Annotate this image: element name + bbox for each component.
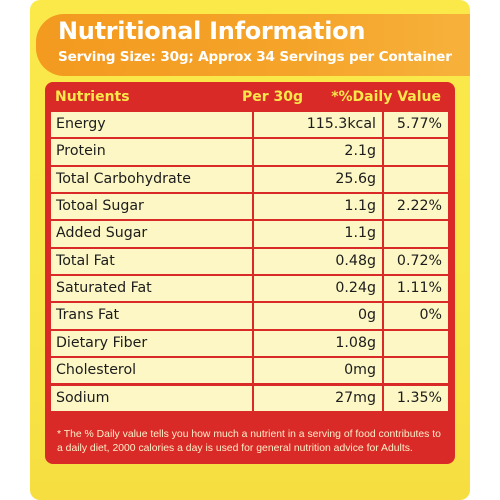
daily-value-percent xyxy=(384,358,448,384)
per-serving-value: 0.48g xyxy=(254,248,382,275)
daily-value-percent xyxy=(384,330,448,357)
per-serving-value: 115.3kcal xyxy=(254,112,382,138)
nutrient-name: Totoal Sugar xyxy=(51,194,252,220)
footnote: * The % Daily value tells you how much a… xyxy=(57,429,441,454)
serving-size-text: Serving Size: 30g; Approx 34 Servings pe… xyxy=(58,49,452,65)
header-nutrients: Nutrients xyxy=(55,89,130,105)
table-row: Totoal Sugar 1.1g 2.22% xyxy=(51,194,448,220)
header-per-serving: Per 30g xyxy=(241,89,303,105)
nutrient-name: Energy xyxy=(51,112,252,138)
per-serving-value: 1.08g xyxy=(254,330,382,357)
per-serving-value: 0mg xyxy=(254,358,382,384)
nutrient-name: Total Carbohydrate xyxy=(51,166,252,192)
table-row: Dietary Fiber 1.08g xyxy=(51,330,448,357)
nutrient-name: Cholesterol xyxy=(51,358,252,384)
table-row: Protein 2.1g xyxy=(51,139,448,165)
per-serving-value: 1.1g xyxy=(254,221,382,247)
daily-value-percent xyxy=(384,221,448,247)
daily-value-percent xyxy=(384,166,448,192)
title-banner: Nutritional Information Serving Size: 30… xyxy=(36,14,470,76)
per-serving-value: 0g xyxy=(254,303,382,329)
daily-value-percent: 1.35% xyxy=(384,385,448,411)
table-row: Total Carbohydrate 25.6g xyxy=(51,166,448,192)
per-serving-value: 25.6g xyxy=(254,166,382,192)
daily-value-percent: 1.11% xyxy=(384,276,448,302)
nutrient-name: Dietary Fiber xyxy=(51,330,252,357)
nutrient-name: Sodium xyxy=(51,385,252,411)
per-serving-value: 0.24g xyxy=(254,276,382,302)
daily-value-percent xyxy=(384,139,448,165)
table-row: Added Sugar 1.1g xyxy=(51,221,448,247)
daily-value-percent: 0% xyxy=(384,303,448,329)
daily-value-percent: 2.22% xyxy=(384,194,448,220)
table-row: Cholesterol 0mg xyxy=(51,358,448,384)
nutrient-name: Added Sugar xyxy=(51,221,252,247)
page-title: Nutritional Information xyxy=(58,17,366,45)
table-row: Trans Fat 0g 0% xyxy=(51,303,448,329)
table-row: Sodium 27mg 1.35% xyxy=(51,385,448,411)
per-serving-value: 27mg xyxy=(254,385,382,411)
nutrient-name: Trans Fat xyxy=(51,303,252,329)
table-row: Saturated Fat 0.24g 1.11% xyxy=(51,276,448,302)
per-serving-value: 2.1g xyxy=(254,139,382,165)
nutrition-table: Nutrients Per 30g *%Daily Value Energy 11… xyxy=(45,82,455,464)
table-body: Energy 115.3kcal 5.77% Protein 2.1g Total Car… xyxy=(51,112,448,412)
header-daily-value: *%Daily Value xyxy=(331,89,441,105)
per-serving-value: 1.1g xyxy=(254,194,382,220)
nutrient-name: Protein xyxy=(51,139,252,165)
nutrient-name: Total Fat xyxy=(51,248,252,275)
table-header: Nutrients Per 30g *%Daily Value xyxy=(45,82,455,112)
daily-value-percent: 0.72% xyxy=(384,248,448,275)
daily-value-percent: 5.77% xyxy=(384,112,448,138)
table-row: Total Fat 0.48g 0.72% xyxy=(51,248,448,275)
table-row: Energy 115.3kcal 5.77% xyxy=(51,112,448,138)
nutrient-name: Saturated Fat xyxy=(51,276,252,302)
